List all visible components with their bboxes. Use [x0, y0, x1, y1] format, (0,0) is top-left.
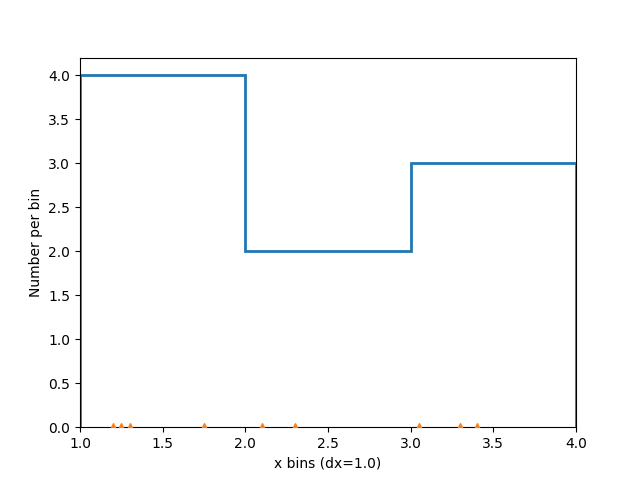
X-axis label: x bins (dx=1.0): x bins (dx=1.0): [275, 456, 381, 470]
Y-axis label: Number per bin: Number per bin: [29, 188, 43, 297]
Point: [116, 423, 127, 431]
Point: [290, 423, 300, 431]
Point: [455, 423, 465, 431]
Point: [257, 423, 267, 431]
Point: [108, 423, 118, 431]
Point: [472, 423, 482, 431]
Point: [199, 423, 209, 431]
Point: [124, 423, 135, 431]
Point: [414, 423, 424, 431]
